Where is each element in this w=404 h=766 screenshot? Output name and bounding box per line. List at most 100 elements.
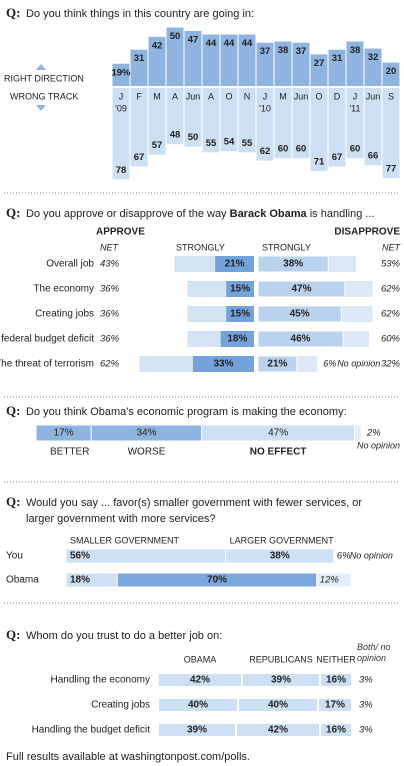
value-label: 37 — [296, 46, 307, 57]
x-tick-label: '10 — [259, 103, 271, 113]
value-label: 57 — [152, 140, 163, 151]
legend-label: NET — [100, 242, 120, 252]
bar — [382, 62, 400, 86]
bar — [274, 41, 292, 86]
value-label: 17% — [325, 700, 345, 711]
value-label: 36% — [100, 334, 120, 345]
bar — [257, 280, 346, 298]
bar — [354, 424, 362, 442]
value-label: 15% — [230, 309, 250, 320]
value-label: 19% — [111, 67, 131, 78]
value-label: 48 — [170, 130, 181, 141]
bar — [310, 88, 328, 172]
value-label: 67 — [134, 152, 145, 163]
value-label: 38 — [278, 45, 289, 56]
bar — [319, 672, 353, 688]
value-label: 33% — [213, 359, 233, 370]
question-part: larger government with more services? — [26, 513, 216, 525]
value-label: 2% — [366, 428, 381, 439]
question-part: Do you think things in this country are … — [26, 8, 254, 20]
question-part: is handling ... — [307, 208, 375, 220]
value-label: 40% — [188, 700, 208, 711]
legend-note: Both/ no opinion — [357, 642, 391, 663]
bar — [256, 88, 274, 161]
question-prefix: Q: — [6, 627, 20, 642]
bar — [364, 88, 382, 166]
bar — [184, 31, 202, 86]
legend-label: BETTER — [50, 447, 89, 458]
row-label: Overall job — [46, 259, 94, 270]
value-label: 3% — [359, 725, 373, 736]
question: Do you think Obama's economic program is… — [26, 406, 347, 418]
value-label: 42 — [152, 40, 163, 51]
value-label: 31 — [134, 53, 145, 64]
bar — [148, 88, 166, 155]
x-tick-label: F — [136, 91, 142, 101]
bar — [148, 36, 166, 86]
value-label: 21% — [225, 259, 245, 270]
value-label: 60% — [381, 334, 401, 345]
legend-label: DISAPPROVE — [334, 227, 400, 238]
value-label: 20 — [386, 66, 397, 77]
bar — [215, 256, 254, 272]
bar — [112, 63, 130, 86]
value-label: 6% — [323, 358, 336, 368]
value-label: 16% — [326, 725, 346, 736]
row-label: Handling the economy — [50, 675, 150, 686]
value-label: 39% — [187, 725, 207, 736]
bar — [328, 49, 346, 86]
value-label: 47 — [188, 35, 199, 46]
bar — [202, 34, 220, 86]
value-label: 16% — [326, 675, 346, 686]
legend-label: NEITHER — [316, 654, 356, 664]
row-label: Creating jobs — [35, 309, 94, 320]
row-label: Obama — [6, 575, 39, 586]
legend-entry: Both/ no opinion — [357, 642, 391, 663]
bar — [292, 42, 310, 86]
value-label: 46% — [291, 334, 311, 345]
value-label: 31 — [332, 53, 343, 64]
value-label: 39% — [271, 675, 291, 686]
value-label: 62% — [381, 284, 401, 295]
bar — [166, 88, 184, 145]
legend-label: No opinion — [350, 550, 393, 560]
bar — [130, 49, 148, 86]
value-label: 36% — [100, 309, 120, 320]
bar — [192, 356, 254, 372]
question: Whom do you trust to do a better job on: — [26, 630, 222, 642]
value-label: 55 — [206, 138, 217, 149]
value-label: 70% — [207, 575, 227, 586]
bar — [226, 306, 254, 322]
legend-label: NO EFFECT — [250, 447, 307, 458]
value-label: 67 — [332, 152, 343, 163]
value-label: 50 — [170, 31, 181, 42]
bar — [112, 88, 130, 180]
x-tick-label: J — [119, 91, 124, 101]
legend-label: OBAMA — [184, 654, 217, 664]
legend-label: SMALLER GOVERNMENT — [70, 535, 180, 545]
x-tick-label: S — [388, 91, 394, 101]
value-label: 15% — [230, 284, 250, 295]
question: larger government with more services? — [26, 513, 216, 525]
value-label: 43% — [100, 259, 120, 270]
up-arrow — [36, 64, 46, 70]
value-label: 78 — [116, 165, 127, 176]
row-label: The economy — [33, 284, 94, 295]
bar — [310, 54, 328, 86]
legend-label: WORSE — [128, 447, 166, 458]
value-label: 62% — [381, 309, 401, 320]
value-label: 3% — [359, 675, 373, 686]
question-prefix: Q: — [6, 494, 20, 509]
value-label: 62 — [260, 146, 271, 157]
value-label: 60 — [296, 144, 307, 155]
row-label: The federal budget deficit — [0, 334, 94, 345]
bar — [238, 34, 256, 86]
legend-label: NET — [382, 242, 402, 252]
bar — [130, 88, 148, 167]
question-part: Do you think Obama's economic program is… — [26, 406, 347, 418]
value-label: 18% — [70, 575, 90, 586]
x-tick-label: M — [279, 91, 287, 101]
bar — [257, 255, 329, 273]
value-label: 27 — [314, 58, 325, 69]
